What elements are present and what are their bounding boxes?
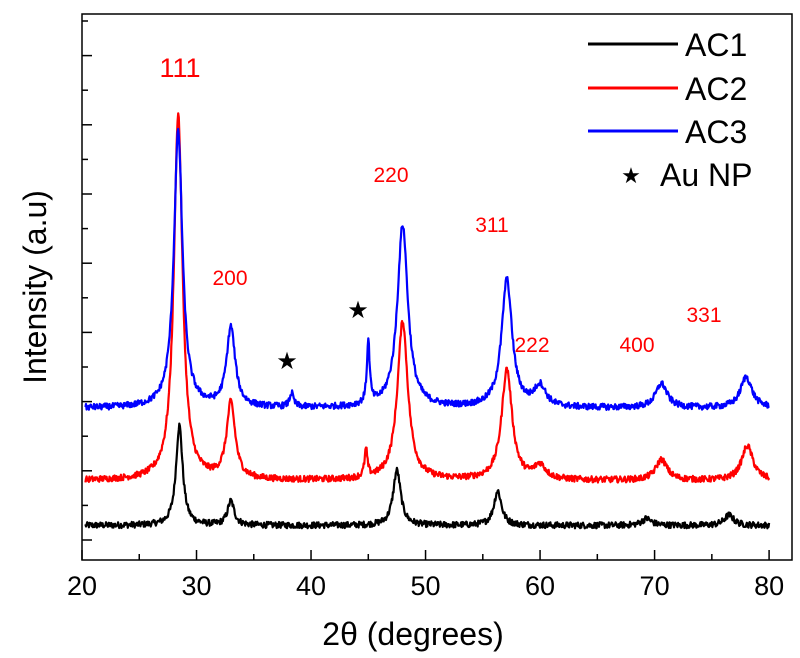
peak-label-222: 222: [514, 334, 549, 357]
x-tick-label: 70: [640, 571, 670, 601]
series-line-ac2: [84, 112, 771, 484]
annotation-layer: 111 200 220 311 222 400 331 ★ ★: [159, 53, 721, 375]
y-axis-ticks: [82, 20, 92, 541]
legend: AC1 AC2 AC3 ★ Au NP: [588, 27, 752, 193]
plot-area: 20 30 40 50 60 70 80 111 200 220 311 222 400 3…: [67, 13, 793, 601]
x-tick-label: 40: [296, 571, 326, 601]
peak-label-400: 400: [619, 334, 654, 357]
series-line-ac1: [84, 422, 771, 530]
peak-label-200: 200: [212, 267, 247, 290]
peak-label-331: 331: [686, 304, 721, 327]
legend-label-ac1: AC1: [685, 27, 747, 63]
series-line-ac3: [84, 127, 770, 411]
legend-label-au-np: Au NP: [660, 157, 752, 193]
y-axis-title: Intensity (a.u): [17, 190, 53, 384]
x-axis-ticks: 20 30 40 50 60 70 80: [67, 550, 784, 601]
x-tick-label: 60: [525, 571, 555, 601]
series-layer: [84, 112, 771, 530]
x-axis-title: 2θ (degrees): [322, 616, 503, 652]
legend-label-ac3: AC3: [685, 114, 747, 150]
x-tick-label: 20: [67, 571, 97, 601]
legend-label-ac2: AC2: [685, 71, 747, 107]
au-np-star-marker: ★: [347, 296, 369, 324]
plot-frame: [81, 13, 793, 561]
peak-label-311: 311: [475, 214, 508, 237]
x-tick-label: 50: [411, 571, 441, 601]
x-tick-label: 30: [181, 571, 211, 601]
au-np-star-marker: ★: [276, 347, 298, 375]
x-tick-label: 80: [754, 571, 784, 601]
peak-label-220: 220: [373, 164, 408, 187]
peak-label-111: 111: [159, 53, 200, 83]
legend-star-icon: ★: [621, 164, 641, 189]
